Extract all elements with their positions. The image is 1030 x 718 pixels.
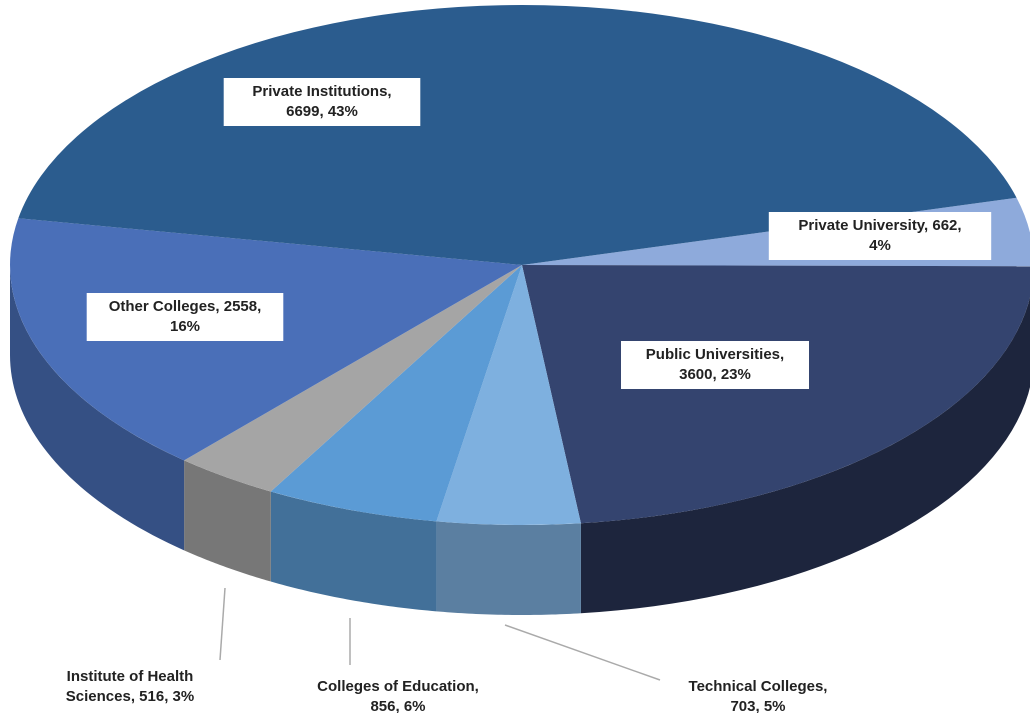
label-text: Private Institutions, xyxy=(252,83,391,100)
pie-side xyxy=(184,460,271,582)
label-text: 3600, 23% xyxy=(679,366,751,383)
pie-side xyxy=(436,521,581,615)
pie-slice xyxy=(522,265,1030,524)
label-box xyxy=(223,78,421,126)
pie-side xyxy=(270,491,437,612)
label-text: Technical Colleges, xyxy=(689,678,828,695)
pie-slice xyxy=(270,265,522,522)
label-text: Public Universities, xyxy=(646,346,784,363)
label-box xyxy=(621,341,809,389)
label-text: Other Colleges, 2558, xyxy=(109,298,262,315)
data-label: Other Colleges, 2558, 16% xyxy=(86,293,284,341)
pie-side xyxy=(10,265,185,551)
label-text: Sciences, 516, 3% xyxy=(66,688,194,705)
label-text: Institute of Health xyxy=(67,668,194,685)
leader-line xyxy=(219,587,226,661)
leader-line xyxy=(504,624,661,681)
data-label: Institute of Health Sciences, 516, 3% xyxy=(66,668,194,705)
pie-slice xyxy=(436,265,581,525)
label-text: Private University, 662, xyxy=(798,217,961,234)
label-text: Colleges of Education, xyxy=(317,678,479,695)
label-text: 16% xyxy=(170,318,200,335)
pie-slice xyxy=(18,5,1017,265)
data-label: Public Universities, 3600, 23% xyxy=(621,341,809,389)
label-text: 703, 5% xyxy=(730,698,785,713)
data-label: Colleges of Education, 856, 6% xyxy=(317,678,479,715)
label-text: 6699, 43% xyxy=(286,103,358,120)
label-box xyxy=(768,212,992,260)
label-box xyxy=(86,293,284,341)
label-text: 856, 6% xyxy=(370,698,425,713)
pie-slice xyxy=(184,265,522,492)
data-label: Private University, 662, 4% xyxy=(768,212,992,260)
data-label: Technical Colleges, 703, 5% xyxy=(689,678,828,715)
data-label: Private Institutions, 6699, 43% xyxy=(223,78,421,126)
label-text: 4% xyxy=(869,237,891,254)
pie-side xyxy=(580,297,1030,614)
